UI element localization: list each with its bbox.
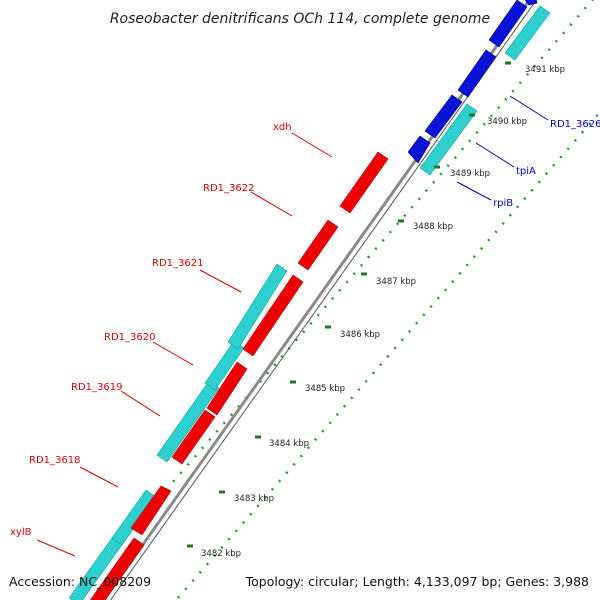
gene-RD1_3626-cyan [504, 5, 551, 61]
gene-blue-2 [424, 94, 463, 139]
cyan-gene-track [68, 5, 551, 600]
blue-gene-track [407, 0, 538, 164]
backbone [101, 0, 537, 600]
gene-label-RD1_3622: RD1_3622 [203, 183, 254, 194]
gene-xylB-red [90, 537, 145, 600]
gene-label-tpiA: tpiA [516, 166, 536, 177]
gene-rpiB-cyan [419, 103, 478, 176]
kbp-label: 3491 kbp [525, 65, 565, 75]
kbp-label: 3483 kbp [234, 494, 274, 504]
kbp-label: 3488 kbp [413, 222, 453, 232]
gene-RD1_3620-red [206, 361, 248, 416]
gene-RD1_3622-red [297, 219, 339, 271]
left-gene-labels: xylB RD1_3618 RD1_3619 RD1_3620 RD1_3621… [10, 122, 333, 557]
kbp-ticks [187, 61, 511, 548]
kbp-label: 3489 kbp [450, 169, 490, 179]
gene-label-rpiB: rpiB [493, 198, 513, 209]
kbp-label: 3482 kbp [201, 549, 241, 559]
gene-xdh-red [339, 151, 389, 214]
gene-label-xdh: xdh [273, 122, 292, 133]
kbp-label: 3485 kbp [305, 384, 345, 394]
kbp-label: 3486 kbp [340, 330, 380, 340]
gene-label-xylB: xylB [10, 527, 32, 538]
right-gene-labels: rpiB tpiA RD1_3626 [456, 95, 600, 209]
gene-label-RD1_3620: RD1_3620 [104, 332, 155, 343]
gene-label-RD1_3619: RD1_3619 [71, 382, 122, 393]
gene-label-RD1_3621: RD1_3621 [152, 258, 203, 269]
map-title: Roseobacter denitrificans OCh 114, compl… [110, 11, 490, 27]
accession-text: Accession: NC_008209 [9, 574, 151, 589]
gene-blue-5 [524, 0, 538, 6]
gene-blue-4 [488, 0, 528, 48]
gene-tpiA-blue [407, 135, 431, 164]
red-gene-track [90, 151, 389, 600]
gene-blue-3 [457, 49, 497, 98]
gene-label-RD1_3618: RD1_3618 [29, 455, 80, 466]
kbp-label: 3490 kbp [487, 117, 527, 127]
gene-RD1_3619-cyan [156, 380, 220, 463]
gene-RD1_3618-red [130, 485, 172, 536]
gene-RD1_3619-red [171, 409, 216, 465]
gene-RD1_3621-red [242, 274, 304, 357]
kbp-labels: 3482 kbp 3483 kbp 3484 kbp 3485 kbp 3486… [201, 65, 565, 559]
gene-label-RD1_3626: RD1_3626 [550, 119, 600, 130]
genome-summary-text: Topology: circular; Length: 4,133,097 bp… [245, 574, 589, 589]
kbp-label: 3484 kbp [269, 439, 309, 449]
gene-RD1_3621-cyan [227, 263, 288, 350]
kbp-label: 3487 kbp [376, 277, 416, 287]
